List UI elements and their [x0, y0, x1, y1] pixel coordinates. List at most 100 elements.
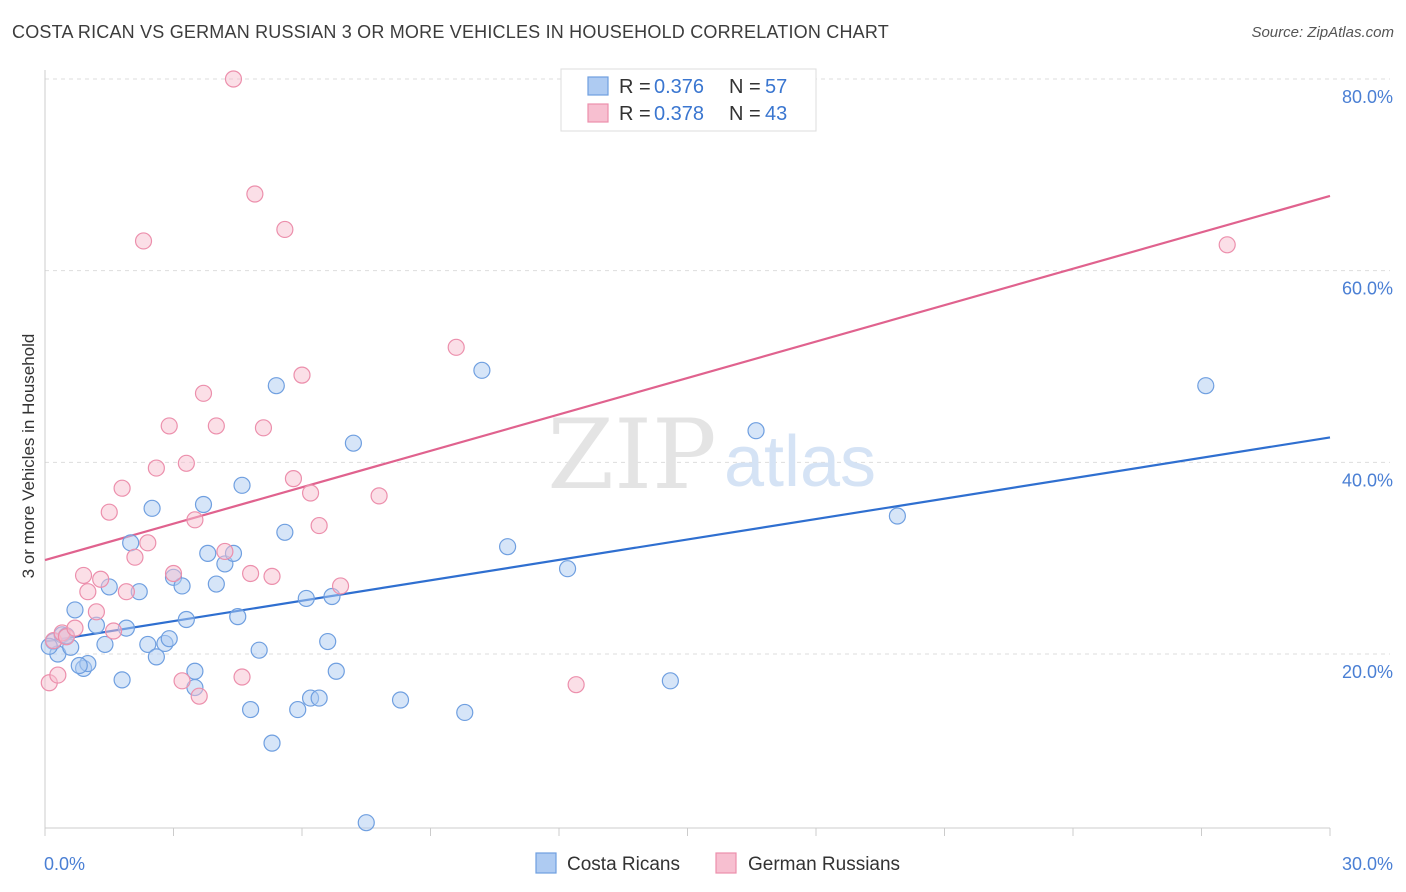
- german-russian-point: [246, 185, 264, 203]
- costa-rican-point: [250, 641, 268, 659]
- german-russian-point: [164, 564, 183, 583]
- costa-rican-point: [113, 671, 131, 689]
- costa-rican-point: [1197, 377, 1215, 395]
- chart-title: COSTA RICAN VS GERMAN RUSSIAN 3 OR MORE …: [12, 22, 889, 42]
- german-russian-point: [276, 220, 294, 239]
- german-russian-point: [447, 338, 465, 356]
- bottom-legend-label-blue: Costa Ricans: [567, 854, 680, 875]
- costa-rican-point: [143, 499, 161, 517]
- costa-rican-point: [229, 608, 247, 626]
- german-russian-point: [139, 534, 157, 552]
- x-tick-label: 30.0%: [1342, 854, 1393, 874]
- german-russian-point: [126, 548, 144, 566]
- costa-rican-point: [473, 361, 491, 379]
- german-russian-point: [254, 419, 273, 437]
- axes: [44, 70, 1331, 836]
- german-russian-point: [567, 676, 585, 694]
- costa-rican-point: [499, 538, 517, 556]
- german-russian-point: [1218, 236, 1236, 254]
- german-russian-point: [190, 687, 208, 705]
- costa-rican-point: [319, 632, 337, 651]
- german-russian-point: [173, 672, 191, 690]
- german-russian-point: [147, 459, 165, 477]
- german-russian-point: [293, 366, 311, 384]
- german-russian-point: [310, 516, 328, 535]
- legend-r-value-1: 0.376: [654, 76, 704, 98]
- costa-rican-point: [147, 648, 165, 666]
- legend-n-value-2: 43: [765, 103, 787, 125]
- watermark-atlas: atlas: [724, 422, 876, 502]
- german-russian-point: [207, 417, 225, 435]
- german-russian-point: [79, 583, 97, 601]
- legend-r-label-1: R =: [619, 76, 651, 98]
- legend-r-value-2: 0.378: [654, 103, 704, 125]
- legend-r-label-2: R =: [619, 103, 651, 125]
- german-russian-trendline: [44, 194, 1331, 562]
- costa-rican-point: [267, 377, 285, 395]
- costa-rican-point: [233, 476, 251, 494]
- bottom-legend-label-pink: German Russians: [748, 854, 900, 875]
- costa-rican-point: [96, 635, 114, 654]
- costa-rican-point: [177, 610, 195, 629]
- costa-rican-point: [139, 635, 157, 654]
- y-tick-label: 20.0%: [1342, 662, 1393, 682]
- german-russian-point: [104, 622, 123, 640]
- costa-rican-point: [888, 507, 906, 525]
- costa-rican-point: [207, 575, 225, 593]
- costa-rican-point: [199, 544, 217, 562]
- data-points: [40, 70, 1236, 832]
- y-tick-label: 80.0%: [1342, 87, 1393, 107]
- costa-rican-point: [194, 495, 213, 514]
- x-tick-label: 0.0%: [44, 854, 85, 874]
- german-russian-point: [49, 666, 67, 684]
- german-russian-point: [194, 384, 213, 402]
- german-russian-point: [87, 603, 106, 621]
- german-russian-point: [92, 570, 110, 588]
- costa-rican-point: [297, 589, 315, 608]
- german-russian-point: [263, 567, 281, 585]
- costa-rican-trendline: [44, 436, 1331, 643]
- costa-rican-point: [242, 700, 260, 719]
- bottom-legend-swatch-pink: [715, 852, 737, 874]
- costa-rican-point: [289, 700, 307, 719]
- costa-rican-point: [357, 814, 375, 832]
- legend-n-label-1: N =: [729, 76, 761, 98]
- watermark: ZIP atlas: [547, 399, 876, 511]
- bottom-legend: Costa Ricans German Russians: [535, 852, 900, 875]
- german-russian-point: [177, 454, 195, 472]
- bottom-legend-swatch-blue: [535, 852, 557, 874]
- german-russian-point: [216, 542, 234, 561]
- legend-n-label-2: N =: [729, 103, 761, 125]
- costa-rican-point: [173, 577, 191, 595]
- german-russian-point: [242, 564, 260, 583]
- legend-swatch-pink: [587, 103, 609, 123]
- costa-rican-point: [122, 534, 140, 552]
- costa-rican-point: [160, 630, 178, 648]
- legend-n-value-1: 57: [765, 76, 787, 98]
- costa-rican-point: [263, 734, 281, 752]
- costa-rican-point: [327, 662, 345, 680]
- german-russian-point: [100, 503, 118, 521]
- trend-lines: [44, 194, 1331, 643]
- german-russian-point: [301, 484, 320, 502]
- watermark-zip: ZIP: [547, 399, 716, 511]
- costa-rican-point: [456, 703, 474, 722]
- y-tick-label: 40.0%: [1342, 470, 1393, 490]
- costa-rican-point: [276, 523, 294, 541]
- german-russian-point: [233, 668, 251, 686]
- costa-rican-point: [70, 656, 88, 675]
- costa-rican-point: [661, 672, 679, 690]
- german-russian-point: [370, 487, 388, 505]
- legend-swatch-blue: [587, 76, 609, 96]
- chart-source: Source: ZipAtlas.com: [1251, 24, 1394, 41]
- costa-rican-point: [747, 422, 765, 440]
- y-tick-label: 60.0%: [1342, 279, 1393, 299]
- costa-rican-point: [391, 691, 410, 709]
- german-russian-point: [113, 479, 131, 497]
- german-russian-point: [331, 577, 350, 595]
- tick-labels: 20.0% 40.0% 60.0% 80.0% 0.0% 30.0%: [44, 87, 1393, 874]
- costa-rican-point: [310, 689, 328, 707]
- german-russian-point: [134, 232, 153, 250]
- german-russian-point: [284, 470, 303, 488]
